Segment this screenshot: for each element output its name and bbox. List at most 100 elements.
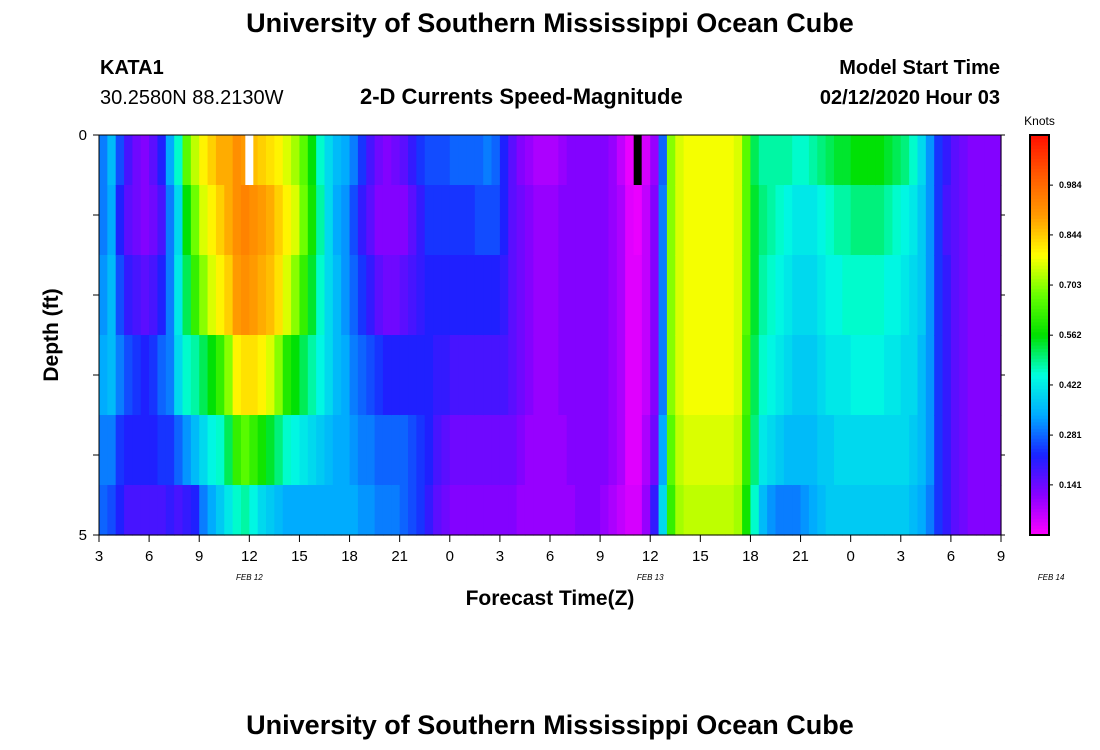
- heatmap-cell: [182, 415, 192, 486]
- heatmap-cell: [274, 135, 284, 186]
- heatmap-cell: [758, 415, 768, 486]
- heatmap-cell: [942, 485, 952, 536]
- colorbar-swatch: [1030, 518, 1049, 523]
- colorbar-swatch: [1030, 481, 1049, 486]
- heatmap-cell: [817, 135, 827, 186]
- heatmap-cell: [600, 335, 610, 416]
- heatmap-cell: [474, 415, 484, 486]
- heatmap-cell: [833, 255, 843, 336]
- heatmap-cell: [733, 185, 743, 256]
- y-tick-label: 0: [79, 127, 87, 144]
- heatmap-cell: [591, 185, 601, 256]
- heatmap-cell: [850, 185, 860, 256]
- x-tick-label: 9: [195, 548, 203, 565]
- heatmap-cell: [775, 485, 785, 536]
- heatmap-cell: [691, 185, 701, 256]
- heatmap-cell: [917, 185, 927, 256]
- colorbar-swatch: [1030, 321, 1049, 326]
- heatmap-cell: [708, 335, 718, 416]
- x-tick-label: 6: [947, 548, 955, 565]
- colorbar-swatch: [1030, 328, 1049, 333]
- heatmap-cell: [199, 185, 209, 256]
- heatmap-cell: [124, 255, 134, 336]
- heatmap-cell: [591, 485, 601, 536]
- heatmap-cell: [566, 255, 576, 336]
- heatmap-cell: [332, 255, 342, 336]
- heatmap-cell: [850, 255, 860, 336]
- heatmap-cell: [416, 415, 426, 486]
- heatmap-cell: [324, 135, 334, 186]
- heatmap-cell: [683, 135, 693, 186]
- heatmap-cell: [107, 415, 117, 486]
- colorbar-swatch: [1030, 191, 1049, 196]
- heatmap-cell: [132, 135, 142, 186]
- heatmap-cell: [449, 335, 459, 416]
- heatmap-cell: [892, 255, 902, 336]
- heatmap-cell: [541, 415, 551, 486]
- heatmap-cell: [942, 255, 952, 336]
- heatmap-cell: [800, 135, 810, 186]
- colorbar-swatch: [1030, 165, 1049, 169]
- heatmap-cell: [408, 415, 417, 486]
- heatmap-cell: [625, 185, 635, 256]
- heatmap-cell: [215, 255, 225, 336]
- colorbar-swatch: [1030, 335, 1049, 339]
- colorbar-swatch: [1030, 168, 1049, 173]
- heatmap-cell: [349, 135, 359, 186]
- colorbar-swatch: [1030, 228, 1049, 233]
- heatmap-cell: [149, 415, 159, 486]
- heatmap-cell: [416, 185, 426, 256]
- heatmap-cell: [207, 485, 217, 536]
- heatmap-cell: [867, 255, 877, 336]
- heatmap-cell: [266, 135, 275, 186]
- heatmap-cell: [750, 415, 760, 486]
- heatmap-cell: [165, 135, 175, 186]
- heatmap-cell: [349, 415, 359, 486]
- heatmap-cell: [399, 135, 409, 186]
- heatmap-cell: [149, 485, 159, 536]
- heatmap-cell: [199, 135, 209, 186]
- heatmap-cell: [575, 185, 585, 256]
- heatmap-cell: [975, 485, 985, 536]
- heatmap-cell: [917, 135, 927, 186]
- heatmap-cell: [149, 135, 159, 186]
- heatmap-cell: [800, 255, 810, 336]
- heatmap-cell: [499, 485, 509, 536]
- heatmap-cell: [675, 135, 685, 186]
- heatmap-cell: [341, 135, 351, 186]
- heatmap-cell: [892, 415, 902, 486]
- colorbar-tick-label: 0.703: [1059, 280, 1082, 290]
- heatmap-cell: [349, 485, 359, 536]
- heatmap-cell: [533, 255, 543, 336]
- heatmap-cell: [357, 335, 367, 416]
- colorbar-swatch: [1030, 461, 1049, 466]
- x-tick-label: 21: [792, 548, 809, 565]
- heatmap-cell: [775, 185, 785, 256]
- colorbar-tick-label: 0.281: [1059, 430, 1082, 440]
- heatmap-cell: [115, 135, 125, 186]
- heatmap-cell: [925, 415, 935, 486]
- heatmap-cell: [775, 335, 785, 416]
- heatmap-cell: [867, 485, 877, 536]
- heatmap-cell: [708, 135, 718, 186]
- heatmap-cell: [374, 485, 384, 536]
- colorbar-swatch: [1030, 505, 1049, 509]
- heatmap-cell: [249, 335, 259, 416]
- heatmap-cell: [541, 335, 551, 416]
- heatmap-cell: [474, 335, 484, 416]
- heatmap-cell: [825, 185, 835, 256]
- heatmap-cell: [307, 135, 317, 186]
- heatmap-cell: [115, 185, 125, 256]
- heatmap-cell: [274, 335, 284, 416]
- heatmap-cell: [767, 255, 777, 336]
- heatmap-cell: [524, 135, 534, 186]
- heatmap-cell: [658, 135, 668, 186]
- heatmap-cell: [441, 185, 451, 256]
- heatmap-cell: [341, 485, 351, 536]
- colorbar-tick-label: 0.984: [1059, 180, 1082, 190]
- heatmap-cell: [733, 485, 743, 536]
- heatmap-cell: [99, 415, 108, 486]
- heatmap-cell: [992, 415, 1002, 486]
- heatmap-cell: [174, 185, 184, 256]
- colorbar-swatch: [1030, 281, 1049, 286]
